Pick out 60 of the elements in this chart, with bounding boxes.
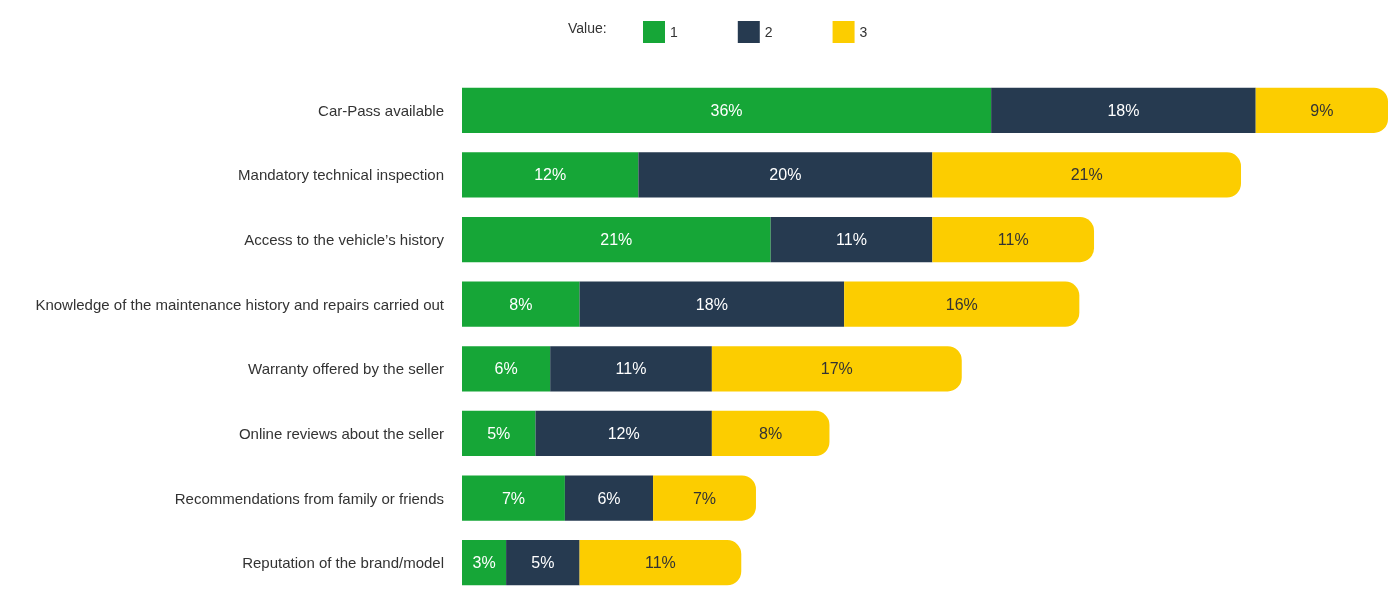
- bar: [770, 216, 933, 263]
- y-tick-label: Knowledge of the maintenance history and repairs carried out: [35, 295, 445, 313]
- data-label: 17%: [820, 360, 853, 378]
- y-tick-label: Warranty offered by the seller: [248, 360, 444, 378]
- legend-label: 2: [764, 24, 773, 40]
- data-label: 20%: [769, 166, 802, 184]
- bar: [462, 410, 536, 457]
- data-label: 16%: [945, 295, 978, 313]
- bar: [462, 87, 992, 133]
- bar: [844, 281, 1080, 327]
- y-tick-label: Online reviews about the seller: [238, 424, 444, 442]
- data-label: 11%: [997, 231, 1029, 249]
- data-label: 11%: [615, 360, 647, 378]
- bar: [550, 346, 712, 392]
- bar: [711, 346, 962, 392]
- y-tick-label: Mandatory technical inspection: [238, 166, 444, 184]
- data-label: 11%: [645, 554, 676, 572]
- y-tick-label: Car-Pass available: [318, 101, 444, 119]
- y-tick-label: Access to the vehicle’s history: [244, 231, 445, 249]
- data-label: 3%: [472, 554, 496, 572]
- data-label: 21%: [1070, 166, 1103, 184]
- data-label: 8%: [509, 295, 533, 313]
- bar: [711, 410, 830, 457]
- bar: [991, 87, 1256, 133]
- data-label: 8%: [759, 424, 783, 442]
- bar: [653, 475, 756, 521]
- data-label: 21%: [600, 231, 633, 249]
- bar: [462, 346, 551, 392]
- bar: [1255, 87, 1388, 133]
- legend-title: Value:: [568, 20, 607, 36]
- data-label: 12%: [534, 166, 567, 184]
- data-label: 12%: [607, 424, 640, 442]
- bar: [932, 152, 1242, 198]
- y-tick-label: Recommendations from family or friends: [174, 489, 444, 507]
- data-label: 6%: [597, 489, 621, 507]
- data-label: 7%: [501, 489, 526, 507]
- bar: [462, 216, 771, 263]
- legend-label: 1: [670, 24, 678, 40]
- data-label: 36%: [710, 101, 743, 119]
- bar: [579, 281, 845, 327]
- data-label: 5%: [487, 424, 511, 442]
- bar: [638, 152, 933, 198]
- bar: [564, 475, 654, 521]
- data-label: 5%: [531, 554, 555, 572]
- data-label: 18%: [695, 295, 728, 313]
- data-label: 6%: [494, 360, 518, 378]
- bar: [462, 540, 507, 586]
- bar: [579, 540, 742, 586]
- bar: [506, 540, 580, 586]
- data-label: 9%: [1310, 101, 1334, 119]
- bar: [462, 152, 639, 198]
- bar: [462, 281, 580, 327]
- data-label: 11%: [836, 231, 867, 249]
- data-label: 7%: [692, 489, 717, 507]
- bar: [462, 475, 565, 521]
- bar: [535, 410, 712, 457]
- data-label: 18%: [1107, 101, 1140, 119]
- y-tick-label: Reputation of the brand/model: [242, 554, 444, 572]
- legend-label: 3: [859, 24, 868, 40]
- bar: [932, 216, 1095, 263]
